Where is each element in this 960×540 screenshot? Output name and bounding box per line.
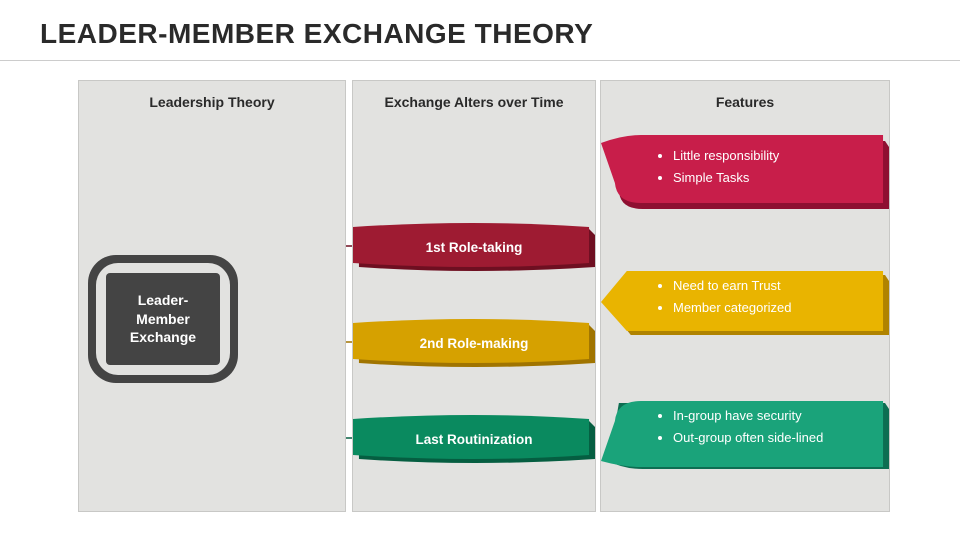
feature-item: Member categorized	[673, 297, 873, 319]
stage-banner: 1st Role-taking	[353, 223, 595, 271]
panel-heading: Features	[601, 81, 889, 111]
stage-banner: 2nd Role-making	[353, 319, 595, 367]
center-node-ring: Leader-Member Exchange	[96, 263, 230, 375]
feature-item: In-group have security	[673, 405, 873, 427]
feature-list: In-group have securityOut-group often si…	[655, 405, 873, 449]
stage-banner: Last Routinization	[353, 415, 595, 463]
panel-heading: Exchange Alters over Time	[353, 81, 595, 111]
panel-heading: Leadership Theory	[79, 81, 345, 111]
feature-item: Little responsibility	[673, 145, 873, 167]
panel-features: Features Little responsibilitySimple Tas…	[600, 80, 890, 512]
title-rule	[0, 60, 960, 61]
feature-list: Little responsibilitySimple Tasks	[655, 145, 873, 189]
panel-exchange-stages: Exchange Alters over Time 1st Role-takin…	[352, 80, 596, 512]
page-title: LEADER-MEMBER EXCHANGE THEORY	[40, 18, 593, 50]
feature-item: Simple Tasks	[673, 167, 873, 189]
feature-list: Need to earn TrustMember categorized	[655, 275, 873, 319]
center-node: Leader-Member Exchange	[88, 255, 238, 383]
stage-label: 1st Role-taking	[353, 223, 595, 271]
feature-callout: In-group have securityOut-group often si…	[601, 391, 889, 473]
stage-label: Last Routinization	[353, 415, 595, 463]
stage-label: 2nd Role-making	[353, 319, 595, 367]
feature-callout: Need to earn TrustMember categorized	[601, 261, 889, 343]
feature-callout: Little responsibilitySimple Tasks	[601, 131, 889, 213]
feature-item: Out-group often side-lined	[673, 427, 873, 449]
center-node-label: Leader-Member Exchange	[106, 273, 220, 365]
feature-item: Need to earn Trust	[673, 275, 873, 297]
